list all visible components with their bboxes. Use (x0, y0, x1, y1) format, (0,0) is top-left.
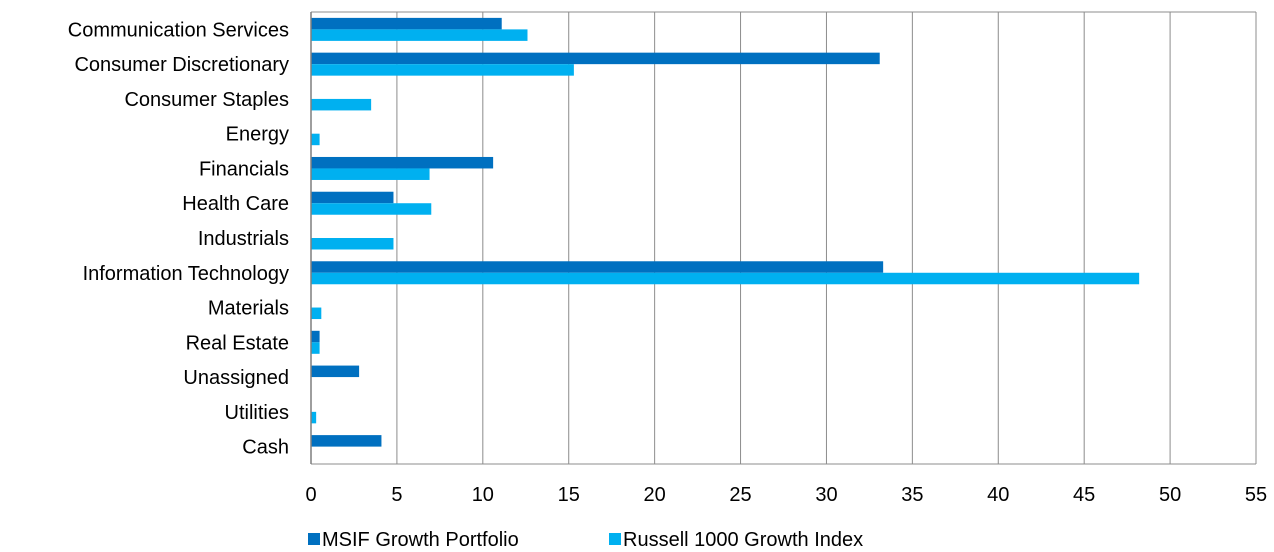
legend: MSIF Growth Portfolio Russell 1000 Growth… (308, 529, 863, 551)
category-label: Real Estate (186, 332, 289, 354)
legend-label: Russell 1000 Growth Index (623, 529, 863, 551)
bar-msif-growth-portfolio (311, 191, 394, 204)
x-tick-label: 5 (391, 484, 402, 506)
category-label: Financials (199, 158, 289, 180)
x-tick-label: 10 (472, 484, 494, 506)
bar-russell-1000-growth-index (311, 64, 574, 76)
bar-msif-growth-portfolio (311, 435, 382, 447)
x-tick-label: 0 (305, 484, 316, 506)
bar-russell-1000-growth-index (311, 168, 430, 180)
category-label: Health Care (182, 193, 289, 215)
legend-swatch (308, 533, 320, 545)
bar-msif-growth-portfolio (311, 52, 880, 65)
category-label: Consumer Staples (124, 89, 289, 111)
bar-msif-growth-portfolio (311, 261, 884, 273)
bar-russell-1000-growth-index (311, 411, 317, 424)
x-tick-label: 50 (1159, 484, 1181, 506)
category-label: Energy (226, 124, 289, 146)
category-label: Unassigned (183, 367, 289, 389)
x-tick-label: 30 (815, 484, 837, 506)
bar-russell-1000-growth-index (311, 98, 372, 111)
x-tick-labels: 0 5 10 15 20 25 30 35 40 45 50 55 (305, 484, 1267, 506)
x-tick-label: 25 (729, 484, 751, 506)
x-tick-label: 55 (1245, 484, 1267, 506)
x-tick-label: 40 (987, 484, 1009, 506)
category-label: Utilities (225, 402, 289, 424)
axes (310, 11, 1256, 465)
x-tick-label: 20 (644, 484, 666, 506)
category-label: Information Technology (83, 263, 289, 285)
category-labels: Communication Services Consumer Discretio… (68, 19, 289, 458)
bar-russell-1000-growth-index (311, 203, 432, 215)
bar-russell-1000-growth-index (311, 29, 528, 41)
bar-msif-growth-portfolio (311, 156, 494, 169)
bar-russell-1000-growth-index (311, 307, 322, 320)
gridlines (396, 12, 1257, 464)
bar-russell-1000-growth-index (311, 272, 1140, 285)
legend-swatch (609, 533, 621, 545)
x-tick-label: 15 (558, 484, 580, 506)
legend-label: MSIF Growth Portfolio (322, 529, 519, 551)
bar-msif-growth-portfolio (311, 17, 502, 30)
bar-russell-1000-growth-index (311, 238, 394, 250)
bar-msif-growth-portfolio (311, 365, 360, 378)
category-label: Cash (242, 437, 289, 459)
bar-russell-1000-growth-index (311, 133, 320, 146)
x-tick-label: 35 (901, 484, 923, 506)
bar-msif-growth-portfolio (311, 330, 320, 343)
category-label: Materials (208, 298, 289, 320)
bars (311, 17, 1140, 447)
category-label: Communication Services (68, 19, 289, 41)
bar-russell-1000-growth-index (311, 342, 320, 354)
x-tick-label: 45 (1073, 484, 1095, 506)
category-label: Industrials (198, 228, 289, 250)
category-label: Consumer Discretionary (74, 54, 289, 76)
